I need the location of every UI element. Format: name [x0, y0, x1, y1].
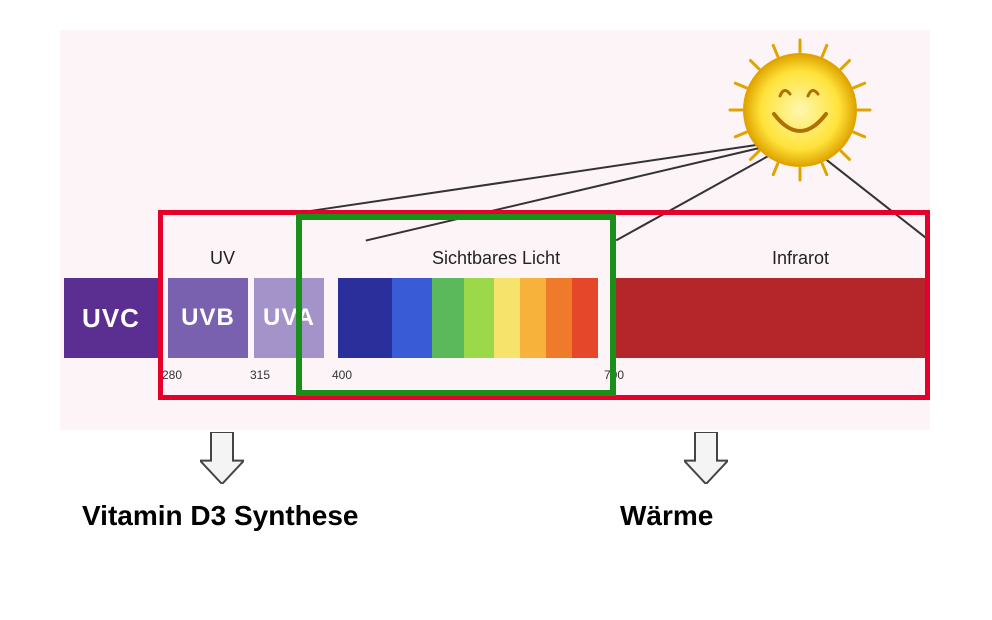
- band-uvc: UVC: [64, 278, 158, 358]
- label-vitamin-d3: Vitamin D3 Synthese: [82, 500, 358, 532]
- sun-icon: [720, 30, 880, 190]
- diagram-root: { "canvas": { "width": 992, "height": 62…: [0, 0, 992, 620]
- arrow-warme: [684, 432, 728, 484]
- arrow-vitd: [200, 432, 244, 484]
- highlight-box-green: [296, 214, 616, 396]
- label-waerme: Wärme: [620, 500, 713, 532]
